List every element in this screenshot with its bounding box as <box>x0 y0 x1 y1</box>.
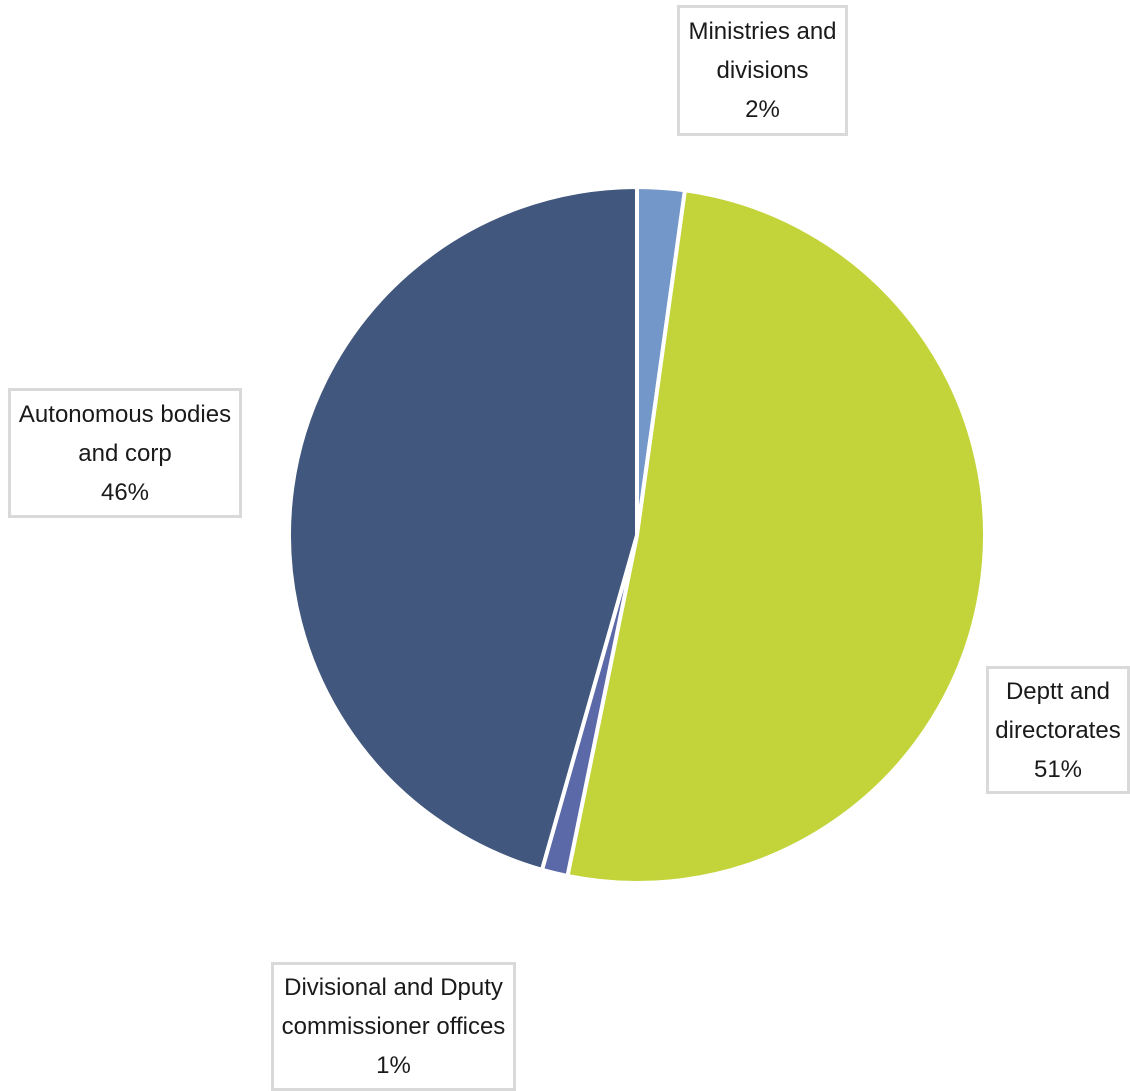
data-label-autonomous-line1: Autonomous bodies <box>18 400 232 428</box>
data-label-deptt-pct: 51% <box>1033 755 1083 783</box>
data-label-ministries-line2: divisions <box>716 57 809 84</box>
pie-slices <box>287 185 987 885</box>
data-label-deptt: Deptt and directorates 51% <box>986 666 1130 794</box>
data-label-ministries-line1: Ministries and <box>688 18 837 45</box>
data-label-ministries: Ministries and divisions 2% <box>677 5 848 136</box>
data-label-divisional-line2: commissioner offices <box>281 1013 506 1040</box>
pie-slice-deptt <box>565 188 987 885</box>
data-label-deptt-line1: Deptt and <box>1005 677 1111 705</box>
data-label-ministries-pct: 2% <box>745 96 780 123</box>
data-label-autonomous-line2: and corp <box>78 439 172 467</box>
data-label-deptt-line2: directorates <box>995 716 1121 744</box>
data-label-divisional: Divisional and Dputy commissioner office… <box>271 962 516 1091</box>
data-label-autonomous: Autonomous bodies and corp 46% <box>8 388 242 518</box>
data-label-divisional-line1: Divisional and Dputy <box>284 974 503 1001</box>
pie-slice-autonomous <box>287 185 639 872</box>
data-label-divisional-pct: 1% <box>376 1052 411 1079</box>
data-label-autonomous-pct: 46% <box>100 478 150 506</box>
